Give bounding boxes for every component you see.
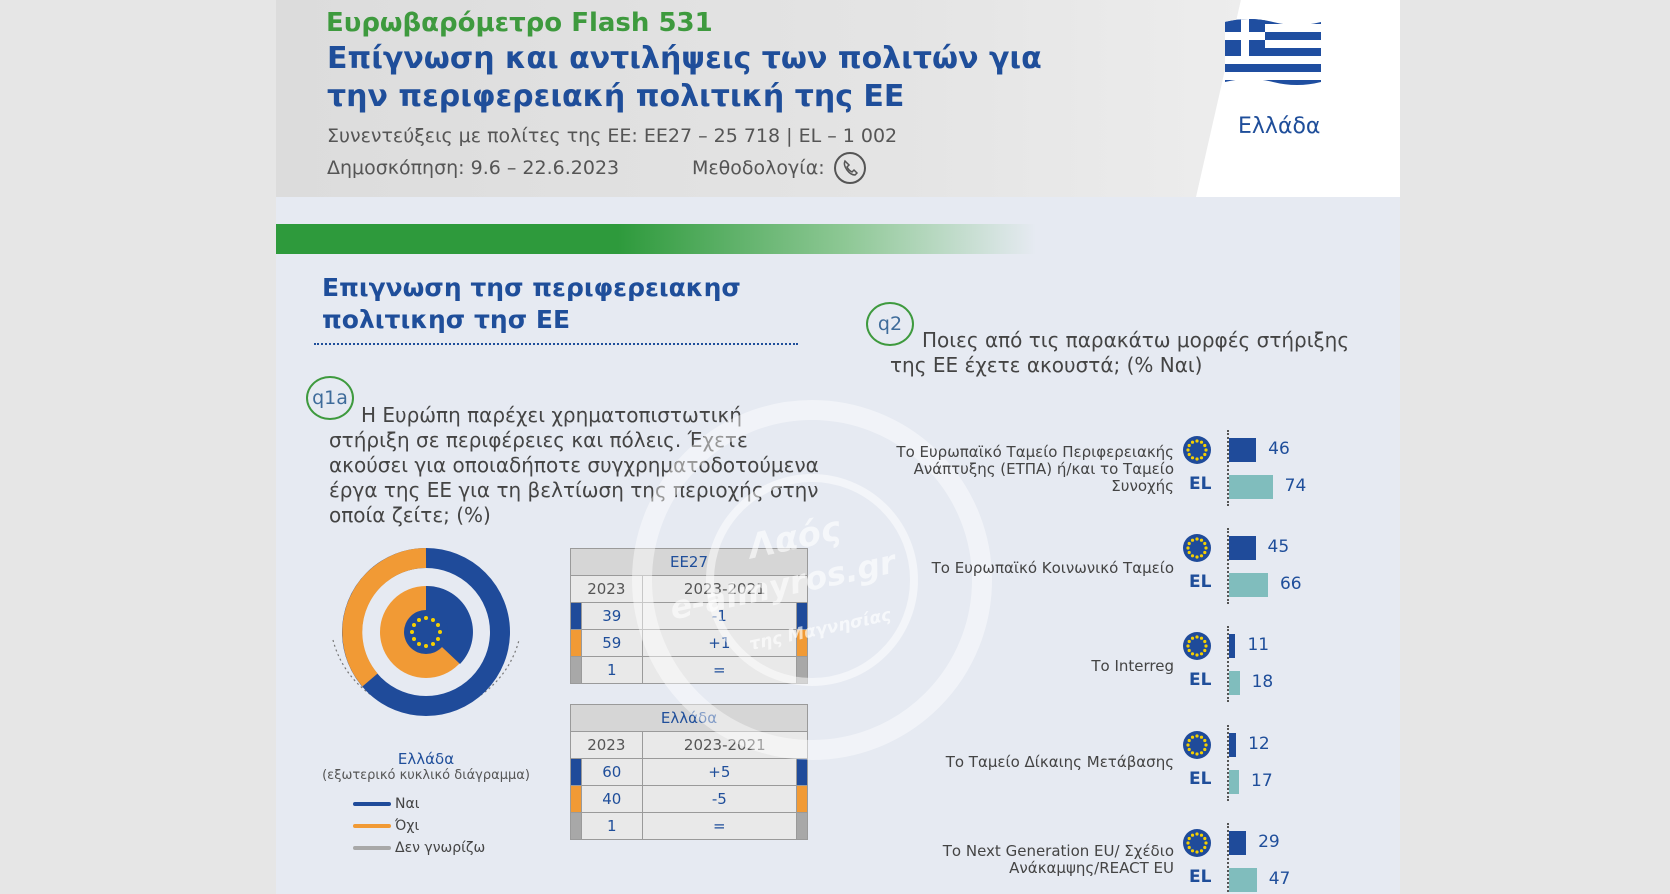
eu-stars-icon xyxy=(1183,829,1211,857)
q1a-badge: q1a xyxy=(306,376,354,420)
legend-item-no: Όχι xyxy=(353,818,419,836)
donut-subcaption: (εξωτερικό κυκλικό διάγραμμα) xyxy=(322,768,530,783)
el-label: EL xyxy=(1189,474,1212,494)
axis-line xyxy=(1227,823,1229,894)
outer-ring-no xyxy=(342,548,427,687)
eu-stars-icon xyxy=(1183,731,1211,759)
bar-el xyxy=(1229,671,1240,695)
eu27-table: ΕΕ27 2023 2023-2021 39 -1 59 +1 1 = xyxy=(570,548,809,684)
greek-flag-icon xyxy=(1225,19,1321,85)
bar-value-label: 17 xyxy=(1251,771,1273,791)
bar-value-label: 12 xyxy=(1248,734,1270,754)
axis-line xyxy=(1227,528,1229,604)
axis-line xyxy=(1227,725,1229,801)
bar-value-label: 18 xyxy=(1251,672,1274,692)
awareness-donut-chart xyxy=(332,548,520,716)
el-label: EL xyxy=(1189,769,1212,789)
table-row: 40 -5 xyxy=(570,785,808,813)
bar-el xyxy=(1229,475,1273,499)
el-label: EL xyxy=(1189,867,1212,887)
bar-eu27 xyxy=(1229,438,1257,462)
bar-eu27 xyxy=(1229,634,1236,658)
bar-eu27 xyxy=(1229,536,1256,560)
greece-table: Ελλάδα 2023 2023-2021 60 +5 40 -5 1 = xyxy=(570,704,809,840)
eu-stars-icon xyxy=(1183,632,1211,660)
axis-line xyxy=(1227,626,1229,702)
phone-icon xyxy=(834,152,866,184)
legend-item-yes: Ναι xyxy=(353,796,419,814)
axis-line xyxy=(1227,430,1229,506)
section-title: Επιγνωση τησ περιφερειακησ πολιτικησ τησ… xyxy=(322,273,741,334)
category-label: Το Interreg xyxy=(1091,657,1174,675)
q2-question: Ποιες από τις παρακάτω μορφές στήριξης τ… xyxy=(890,328,1350,377)
bar-value-label: 47 xyxy=(1268,869,1291,889)
category-label: Το Ευρωπαϊκό Κοινωνικό Ταμείο xyxy=(931,559,1174,577)
inner-pie-yes xyxy=(426,585,473,664)
bar-el xyxy=(1229,868,1257,892)
table-row: 1 = xyxy=(570,812,808,840)
bar-value-label: 46 xyxy=(1268,439,1290,459)
bar-value-label: 45 xyxy=(1267,537,1290,557)
bar-value-label: 11 xyxy=(1247,635,1270,655)
eu-stars-icon xyxy=(1183,534,1211,562)
bar-value-label: 74 xyxy=(1284,476,1307,496)
category-label: Το Ταμείο Δίκαιης Μετάβασης xyxy=(945,753,1174,771)
table-row: 39 -1 xyxy=(570,602,808,630)
bar-eu27 xyxy=(1229,733,1237,757)
bar-value-label: 29 xyxy=(1258,832,1280,852)
bar-el xyxy=(1229,573,1268,597)
bar-el xyxy=(1229,770,1240,794)
legend-swatch-dont-know xyxy=(353,846,391,850)
q1a-question: Η Ευρώπη παρέχει χρηματοπιστωτική στήριξ… xyxy=(329,403,819,527)
table-row: 60 +5 xyxy=(570,758,808,786)
section-divider xyxy=(314,343,798,345)
legend-swatch-no xyxy=(353,824,391,828)
el-label: EL xyxy=(1189,572,1212,592)
eu-stars-icon xyxy=(1183,436,1211,464)
donut-caption: Ελλάδα xyxy=(397,750,455,768)
legend-swatch-yes xyxy=(353,802,391,806)
interviews-count: Συνεντεύξεις με πολίτες της ΕΕ: ΕΕ27 – 2… xyxy=(327,125,898,147)
fieldwork-dates: Δημοσκόπηση: 9.6 – 22.6.2023 xyxy=(327,157,620,179)
country-name: Ελλάδα xyxy=(1238,114,1321,139)
methodology-label: Μεθοδολογία: xyxy=(692,157,825,179)
green-divider xyxy=(276,224,1036,254)
report-sheet: Ευρωβαρόμετρο Flash 531 Επίγνωση και αντ… xyxy=(276,0,1400,894)
survey-title: Ευρωβαρόμετρο Flash 531 xyxy=(326,8,713,38)
table-row: 1 = xyxy=(570,656,808,684)
eu-stars-icon xyxy=(404,610,448,654)
legend-item-dont-know: Δεν γνωρίζω xyxy=(353,840,485,858)
category-label: Το Next Generation EU/ Σχέδιο Ανάκαμψης/… xyxy=(942,842,1174,877)
bar-eu27 xyxy=(1229,831,1247,855)
table-row: 59 +1 xyxy=(570,629,808,657)
header: Ευρωβαρόμετρο Flash 531 Επίγνωση και αντ… xyxy=(276,0,1400,197)
category-label: Το Ευρωπαϊκό Ταμείο Περιφερειακής Ανάπτυ… xyxy=(896,443,1174,495)
bar-value-label: 66 xyxy=(1279,574,1302,594)
el-label: EL xyxy=(1189,670,1212,690)
q2-badge: q2 xyxy=(866,302,914,346)
report-title: Επίγνωση και αντιλήψεις των πολιτών για … xyxy=(327,41,1042,114)
